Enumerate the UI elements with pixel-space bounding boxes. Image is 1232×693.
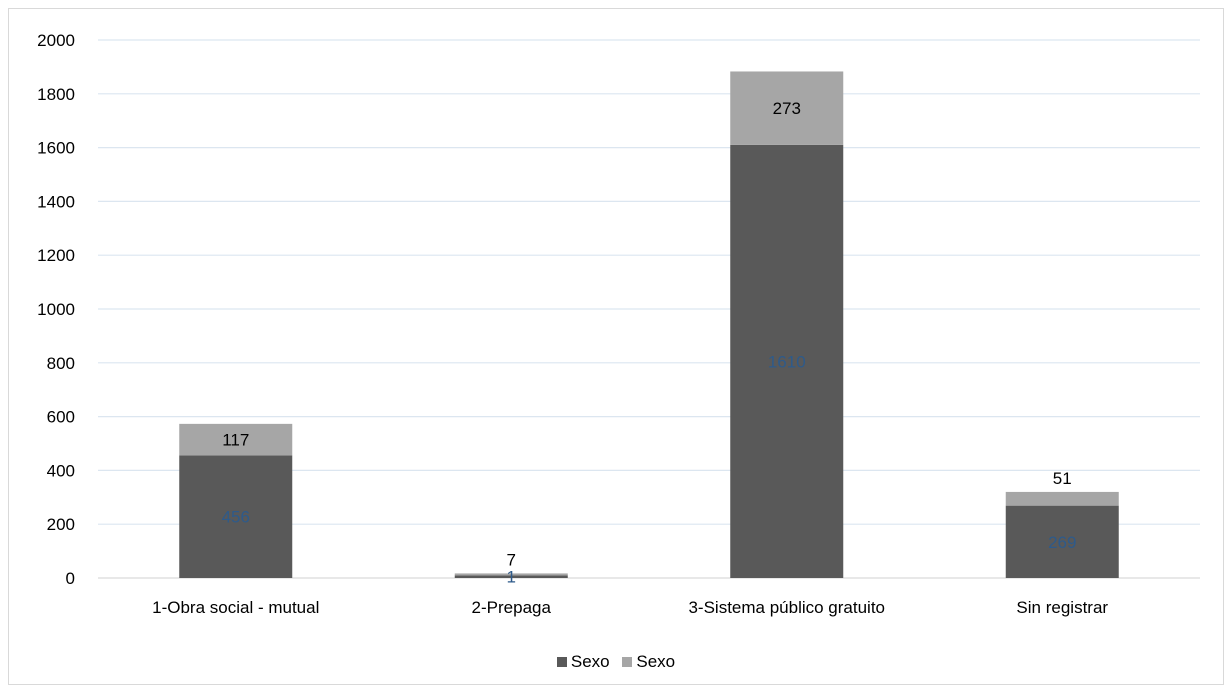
bars <box>179 71 1119 578</box>
bar-2-4 <box>1005 491 1119 506</box>
x-tick-label-2: 2-Prepaga <box>472 598 552 617</box>
y-tick-label: 400 <box>47 461 75 480</box>
data-label-2-2: 7 <box>507 550 516 569</box>
data-label-1-2: 1 <box>507 568 516 587</box>
x-tick-label-1: 1-Obra social - mutual <box>152 598 319 617</box>
data-label-2-1: 117 <box>222 431 249 450</box>
legend: Sexo Sexo <box>0 652 1232 672</box>
y-tick-label: 1600 <box>37 139 75 158</box>
data-labels: 456 117 17 1610 273 269 51 <box>222 99 1077 586</box>
y-tick-label: 800 <box>47 354 75 373</box>
y-tick-label: 1800 <box>37 85 75 104</box>
legend-item-series-1: Sexo <box>556 652 610 672</box>
bar-2-2 <box>454 573 568 576</box>
y-tick-label: 1200 <box>37 246 75 265</box>
y-tick-label: 0 <box>66 569 75 588</box>
data-label-1-4: 269 <box>1048 533 1076 552</box>
y-tick-label: 2000 <box>37 31 75 50</box>
data-label-1-1: 456 <box>222 508 250 527</box>
bar-1-3 <box>730 144 844 578</box>
data-label-2-3: 273 <box>773 99 801 118</box>
legend-label-series-1: Sexo <box>570 652 610 671</box>
y-axis-ticks: 0 200 400 600 800 1000 1200 1400 1600 1800 2000 <box>37 31 75 588</box>
x-axis-labels: 1-Obra social - mutual 2-Prepaga 3-Sistema… <box>152 598 1108 617</box>
bar-2-3 <box>730 71 844 145</box>
y-tick-label: 1400 <box>37 192 75 211</box>
y-tick-label: 200 <box>47 515 75 534</box>
bar-1-4 <box>1005 505 1119 578</box>
legend-swatch-series-1 <box>556 657 567 667</box>
legend-item-series-2: Sexo <box>622 652 675 672</box>
bar-2-1 <box>179 423 293 456</box>
y-tick-label: 600 <box>47 408 75 427</box>
data-label-2-4: 51 <box>1053 469 1072 488</box>
data-label-1-3: 1610 <box>768 352 806 371</box>
legend-label-series-2: Sexo <box>636 652 676 671</box>
bar-1-2 <box>454 575 568 578</box>
y-tick-label: 1000 <box>37 300 75 319</box>
x-tick-label-3: 3-Sistema público gratuito <box>688 598 885 617</box>
legend-swatch-series-2 <box>622 657 633 667</box>
bar-1-1 <box>179 455 293 578</box>
x-tick-label-4: Sin registrar <box>1016 598 1108 617</box>
